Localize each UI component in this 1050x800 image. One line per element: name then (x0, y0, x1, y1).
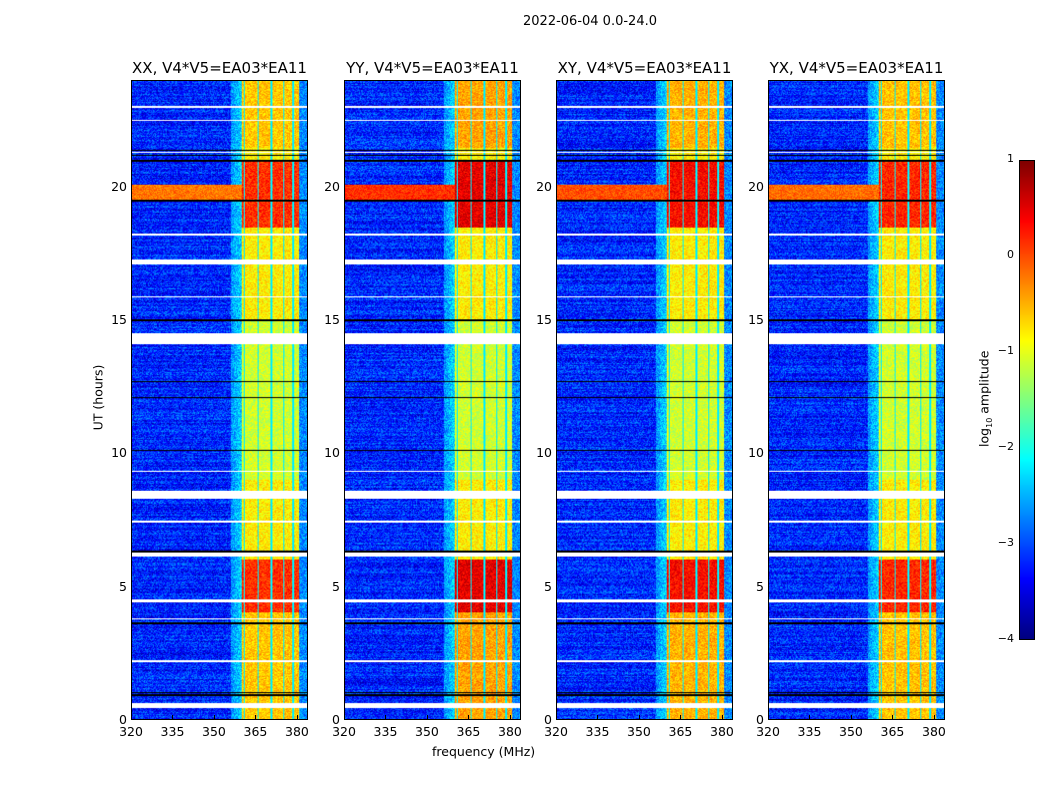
x-tick-label: 380 (285, 724, 309, 739)
x-tick-mark (426, 715, 428, 720)
heatmap-panel-3 (768, 80, 945, 720)
x-tick-mark (638, 715, 640, 720)
x-tick-label: 380 (498, 724, 522, 739)
colorbar-tick-label: −4 (997, 632, 1014, 645)
colorbar-tick-label: 1 (1007, 152, 1014, 165)
x-tick-mark (556, 715, 557, 720)
x-tick-label: 365 (243, 724, 268, 739)
x-tick-mark (296, 715, 298, 720)
x-tick-mark (509, 715, 511, 720)
x-axis-label: frequency (MHz) (432, 744, 536, 759)
x-tick-label: 320 (756, 724, 780, 739)
x-tick-mark (172, 715, 174, 720)
x-tick-mark (809, 715, 811, 720)
x-tick-mark (680, 715, 682, 720)
x-tick-label: 365 (668, 724, 693, 739)
x-tick-mark (344, 715, 345, 720)
y-tick-label: 20 (324, 178, 340, 194)
y-tick-label: 0 (119, 712, 127, 727)
heatmap-panel-1 (344, 80, 521, 720)
x-tick-mark (385, 715, 387, 720)
panel-title: XY, V4*V5=EA03*EA11 (557, 59, 732, 77)
x-tick-label: 350 (202, 724, 226, 739)
heatmap-panel-2 (556, 80, 733, 720)
y-tick-label: 10 (324, 445, 340, 461)
x-tick-mark (213, 715, 215, 720)
colorbar-label: log10 amplitude (976, 344, 994, 454)
y-tick-label: 15 (748, 312, 764, 327)
x-tick-label: 335 (585, 724, 610, 739)
x-tick-label: 350 (415, 724, 439, 739)
x-tick-mark (892, 715, 894, 720)
colorbar-tick-label: 0 (1007, 248, 1014, 261)
colorbar-tick-label: −1 (997, 344, 1014, 357)
panel-title: XX, V4*V5=EA03*EA11 (132, 59, 307, 77)
y-tick-label: 5 (119, 578, 127, 594)
y-tick-label: 15 (536, 312, 552, 327)
x-tick-label: 335 (160, 724, 185, 739)
x-tick-mark (768, 715, 769, 720)
y-tick-label: 20 (748, 178, 764, 194)
y-tick-label: 0 (544, 712, 552, 727)
panel-title: YY, V4*V5=EA03*EA11 (346, 59, 519, 77)
x-tick-mark (933, 715, 935, 720)
x-tick-mark (131, 715, 132, 720)
x-tick-label: 350 (627, 724, 651, 739)
y-tick-label: 10 (111, 445, 127, 461)
x-tick-label: 350 (839, 724, 863, 739)
y-tick-label: 5 (332, 578, 340, 594)
y-tick-label: 20 (111, 178, 127, 194)
x-tick-mark (850, 715, 852, 720)
x-tick-mark (468, 715, 470, 720)
colorbar (1019, 160, 1035, 640)
y-tick-label: 5 (544, 578, 552, 594)
x-tick-label: 335 (373, 724, 398, 739)
colorbar-tick-label: −2 (997, 440, 1014, 453)
y-tick-label: 20 (536, 178, 552, 194)
x-tick-label: 320 (119, 724, 143, 739)
x-tick-label: 365 (880, 724, 905, 739)
figure-title: 2022-06-04 0.0-24.0 (523, 14, 657, 29)
panel-title: YX, V4*V5=EA03*EA11 (769, 59, 944, 77)
x-tick-mark (721, 715, 723, 720)
y-tick-label: 0 (332, 712, 340, 727)
y-axis-label: UT (hours) (90, 364, 106, 431)
heatmap-panel-0 (131, 80, 308, 720)
colorbar-label-sub: 10 (984, 417, 994, 428)
x-tick-label: 380 (710, 724, 734, 739)
x-tick-mark (597, 715, 599, 720)
x-tick-label: 365 (456, 724, 481, 739)
y-tick-label: 15 (111, 312, 127, 327)
x-tick-label: 320 (544, 724, 568, 739)
x-tick-mark (255, 715, 257, 720)
x-tick-label: 380 (922, 724, 946, 739)
y-tick-label: 10 (536, 445, 552, 461)
x-tick-label: 335 (797, 724, 822, 739)
y-tick-label: 15 (324, 312, 340, 327)
y-tick-label: 0 (756, 712, 764, 727)
colorbar-label-rest: amplitude (976, 350, 992, 418)
y-tick-label: 5 (756, 578, 764, 594)
y-tick-label: 10 (748, 445, 764, 461)
colorbar-tick-label: −3 (997, 536, 1014, 549)
x-tick-label: 320 (332, 724, 356, 739)
